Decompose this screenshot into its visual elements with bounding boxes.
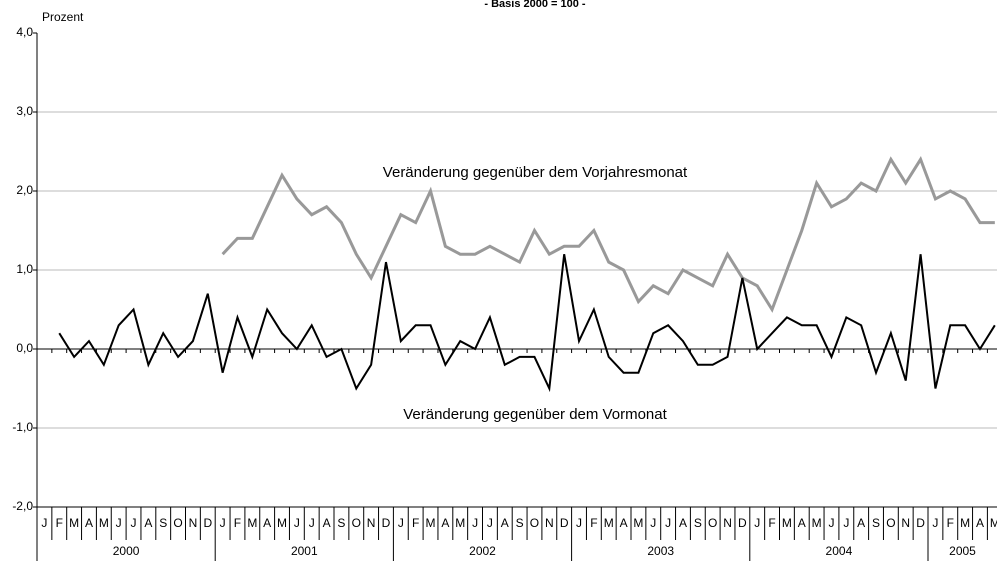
x-tick-label: J xyxy=(576,516,582,530)
year-label: 2003 xyxy=(647,544,674,558)
x-tick-label: M xyxy=(426,516,436,530)
annotation: Veränderung gegenüber dem Vorjahresmonat xyxy=(383,164,688,181)
x-tick-label: S xyxy=(159,516,167,530)
y-tick-label: 2,0 xyxy=(16,183,33,197)
x-tick-label: A xyxy=(441,516,449,530)
x-tick-label: J xyxy=(41,516,47,530)
x-tick-label: A xyxy=(144,516,152,530)
x-tick-label: D xyxy=(560,516,569,530)
x-tick-label: A xyxy=(857,516,865,530)
x-tick-label: D xyxy=(738,516,747,530)
y-tick-label: 1,0 xyxy=(16,262,33,276)
y-axis-label: Prozent xyxy=(42,10,84,24)
y-tick-label: 3,0 xyxy=(16,104,33,118)
x-tick-label: M xyxy=(604,516,614,530)
x-tick-label: M xyxy=(782,516,792,530)
x-tick-label: J xyxy=(398,516,404,530)
x-tick-label: J xyxy=(828,516,834,530)
year-label: 2000 xyxy=(113,544,140,558)
x-tick-label: S xyxy=(694,516,702,530)
year-label: 2005 xyxy=(949,544,976,558)
x-tick-label: D xyxy=(916,516,925,530)
series-line xyxy=(221,156,995,313)
annotation: Veränderung gegenüber dem Vormonat xyxy=(403,406,667,423)
x-tick-label: A xyxy=(976,516,984,530)
y-tick-label: 4,0 xyxy=(16,25,33,39)
x-tick-label: O xyxy=(708,516,717,530)
x-tick-label: J xyxy=(472,516,478,530)
x-tick-label: M xyxy=(99,516,109,530)
x-tick-label: S xyxy=(337,516,345,530)
x-tick-label: J xyxy=(131,516,137,530)
x-tick-label: M xyxy=(247,516,257,530)
x-tick-label: O xyxy=(173,516,182,530)
year-label: 2001 xyxy=(291,544,318,558)
x-tick-label: N xyxy=(189,516,198,530)
x-tick-label: F xyxy=(56,516,63,530)
x-tick-label: M xyxy=(633,516,643,530)
x-tick-label: J xyxy=(754,516,760,530)
x-tick-label: J xyxy=(650,516,656,530)
x-tick-label: M xyxy=(277,516,287,530)
x-tick-label: M xyxy=(69,516,79,530)
x-tick-label: N xyxy=(367,516,376,530)
x-tick-label: A xyxy=(85,516,93,530)
x-tick-label: J xyxy=(487,516,493,530)
x-tick-label: D xyxy=(203,516,212,530)
x-tick-label: O xyxy=(886,516,895,530)
x-tick-label: F xyxy=(768,516,775,530)
x-tick-label: F xyxy=(947,516,954,530)
x-tick-label: A xyxy=(620,516,628,530)
x-tick-label: M xyxy=(812,516,822,530)
x-tick-label: J xyxy=(665,516,671,530)
x-tick-label: N xyxy=(723,516,732,530)
y-tick-label: -1,0 xyxy=(12,420,33,434)
x-tick-label: F xyxy=(590,516,597,530)
x-tick-label: A xyxy=(798,516,806,530)
y-tick-label: 0,0 xyxy=(16,341,33,355)
x-tick-label: A xyxy=(323,516,331,530)
x-tick-label: J xyxy=(220,516,226,530)
x-tick-label: M xyxy=(455,516,465,530)
x-tick-label: M xyxy=(990,516,997,530)
y-tick-label: -2,0 xyxy=(12,499,33,513)
x-tick-label: N xyxy=(545,516,554,530)
plot-area xyxy=(58,156,996,393)
x-tick-label: F xyxy=(234,516,241,530)
x-tick-label: J xyxy=(116,516,122,530)
x-tick-label: F xyxy=(412,516,419,530)
x-tick-label: J xyxy=(309,516,315,530)
x-tick-label: M xyxy=(960,516,970,530)
x-tick-label: J xyxy=(932,516,938,530)
x-tick-label: N xyxy=(901,516,910,530)
x-tick-label: O xyxy=(352,516,361,530)
x-tick-label: S xyxy=(872,516,880,530)
x-tick-label: A xyxy=(501,516,509,530)
x-tick-label: D xyxy=(382,516,391,530)
series-line xyxy=(58,254,996,393)
chart-title: - Basis 2000 = 100 - xyxy=(484,0,586,10)
year-label: 2002 xyxy=(469,544,496,558)
x-tick-label: A xyxy=(263,516,271,530)
x-tick-label: J xyxy=(843,516,849,530)
x-tick-label: O xyxy=(530,516,539,530)
year-label: 2004 xyxy=(826,544,853,558)
x-tick-label: S xyxy=(516,516,524,530)
x-tick-label: A xyxy=(679,516,687,530)
x-tick-label: J xyxy=(294,516,300,530)
